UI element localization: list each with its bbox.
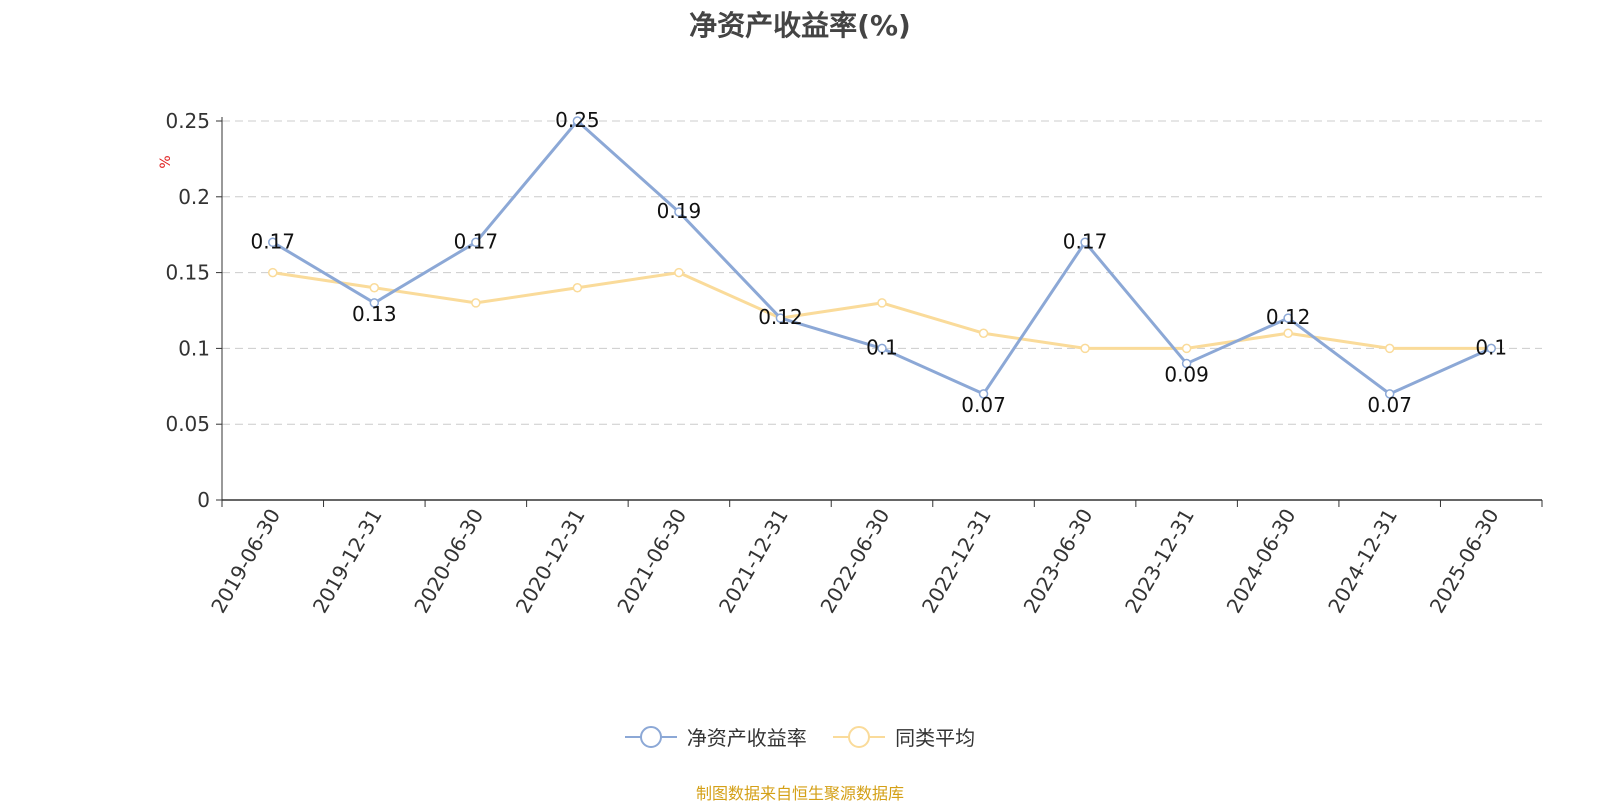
- data-label: 0.12: [1266, 305, 1311, 329]
- data-point: [978, 328, 989, 338]
- data-point: [978, 389, 989, 399]
- data-label: 0.1: [1475, 335, 1507, 359]
- data-label: 0.25: [555, 108, 600, 132]
- data-point: [877, 298, 887, 308]
- y-tick-label: 0.05: [165, 412, 210, 436]
- legend-label-roe: 净资产收益率: [686, 726, 807, 750]
- data-point: [268, 267, 278, 278]
- data-label: 0.12: [758, 305, 803, 329]
- data-point: [471, 298, 481, 308]
- data-point: [572, 116, 583, 126]
- x-tick-label: 2020-12-31: [511, 505, 590, 618]
- data-point: [674, 267, 684, 278]
- x-tick-label: 2022-12-31: [917, 505, 996, 618]
- data-point: [1283, 328, 1293, 338]
- data-point: [1181, 343, 1192, 354]
- x-tick-label: 2021-12-31: [714, 505, 793, 618]
- x-tick-label: 2021-06-30: [612, 505, 691, 618]
- grid-lines: [222, 120, 1542, 425]
- y-axis-unit-label: %: [158, 155, 174, 168]
- data-point: [572, 283, 583, 293]
- data-point: [1080, 237, 1090, 248]
- legend-item-peer-average[interactable]: 同类平均: [833, 722, 975, 751]
- legend-label-peer-average: 同类平均: [895, 726, 976, 750]
- y-tick-label: 0: [197, 488, 210, 512]
- data-label: 0.09: [1164, 363, 1209, 387]
- data-point: [471, 237, 481, 248]
- data-label: 0.17: [1063, 229, 1108, 253]
- data-point: [1181, 358, 1192, 369]
- chart-title: 净资产收益率(%): [689, 9, 911, 42]
- data-labels: 0.17 0.13 0.17 0.25 0.19 0.12 0.1 0.07 0.17 0.09 0…: [251, 108, 1508, 417]
- data-point: [674, 207, 684, 217]
- series: [268, 116, 1496, 399]
- data-point: [369, 298, 380, 308]
- legend-peer-average-icon: [833, 725, 886, 748]
- axes: 0 0.05 0.1 0.15 0.2 0.25 2019-06-30 2019-12-31 2…: [165, 109, 1543, 618]
- data-label: 0.19: [657, 199, 702, 223]
- x-tick-label: 2019-12-31: [308, 505, 387, 618]
- data-point: [369, 283, 380, 293]
- data-label: 0.07: [961, 393, 1006, 417]
- data-point: [1486, 343, 1496, 354]
- data-point: [1283, 313, 1293, 323]
- data-point: [1384, 389, 1395, 399]
- data-label: 0.17: [454, 229, 499, 253]
- source-note: 制图数据来自恒生聚源数据库: [695, 784, 904, 803]
- data-point: [268, 237, 278, 248]
- x-tick-label: 2025-06-30: [1425, 505, 1504, 618]
- data-point: [1384, 343, 1395, 354]
- data-label: 0.17: [251, 229, 296, 253]
- legend: 净资产收益率 同类平均: [0, 722, 1600, 754]
- data-label: 0.07: [1367, 393, 1412, 417]
- data-label: 0.1: [866, 335, 898, 359]
- x-tick-label: 2020-06-30: [409, 505, 488, 618]
- x-tick-label: 2023-12-31: [1120, 505, 1199, 618]
- x-tick-label: 2024-12-31: [1323, 505, 1402, 618]
- data-point: [1080, 343, 1090, 354]
- data-point: [877, 343, 887, 354]
- x-tick-label: 2022-06-30: [815, 505, 894, 618]
- x-tick-label: 2023-06-30: [1019, 505, 1098, 618]
- y-tick-label: 0.1: [178, 336, 210, 360]
- y-tick-label: 0.2: [178, 185, 210, 209]
- legend-item-roe[interactable]: 净资产收益率: [624, 722, 807, 751]
- data-label: 0.13: [352, 302, 397, 326]
- y-tick-label: 0.15: [165, 261, 210, 285]
- y-tick-label: 0.25: [165, 109, 210, 133]
- x-tick-label: 2024-06-30: [1222, 505, 1301, 618]
- legend-roe-icon: [624, 725, 677, 748]
- data-point: [775, 313, 786, 323]
- x-tick-label: 2019-06-30: [206, 505, 285, 618]
